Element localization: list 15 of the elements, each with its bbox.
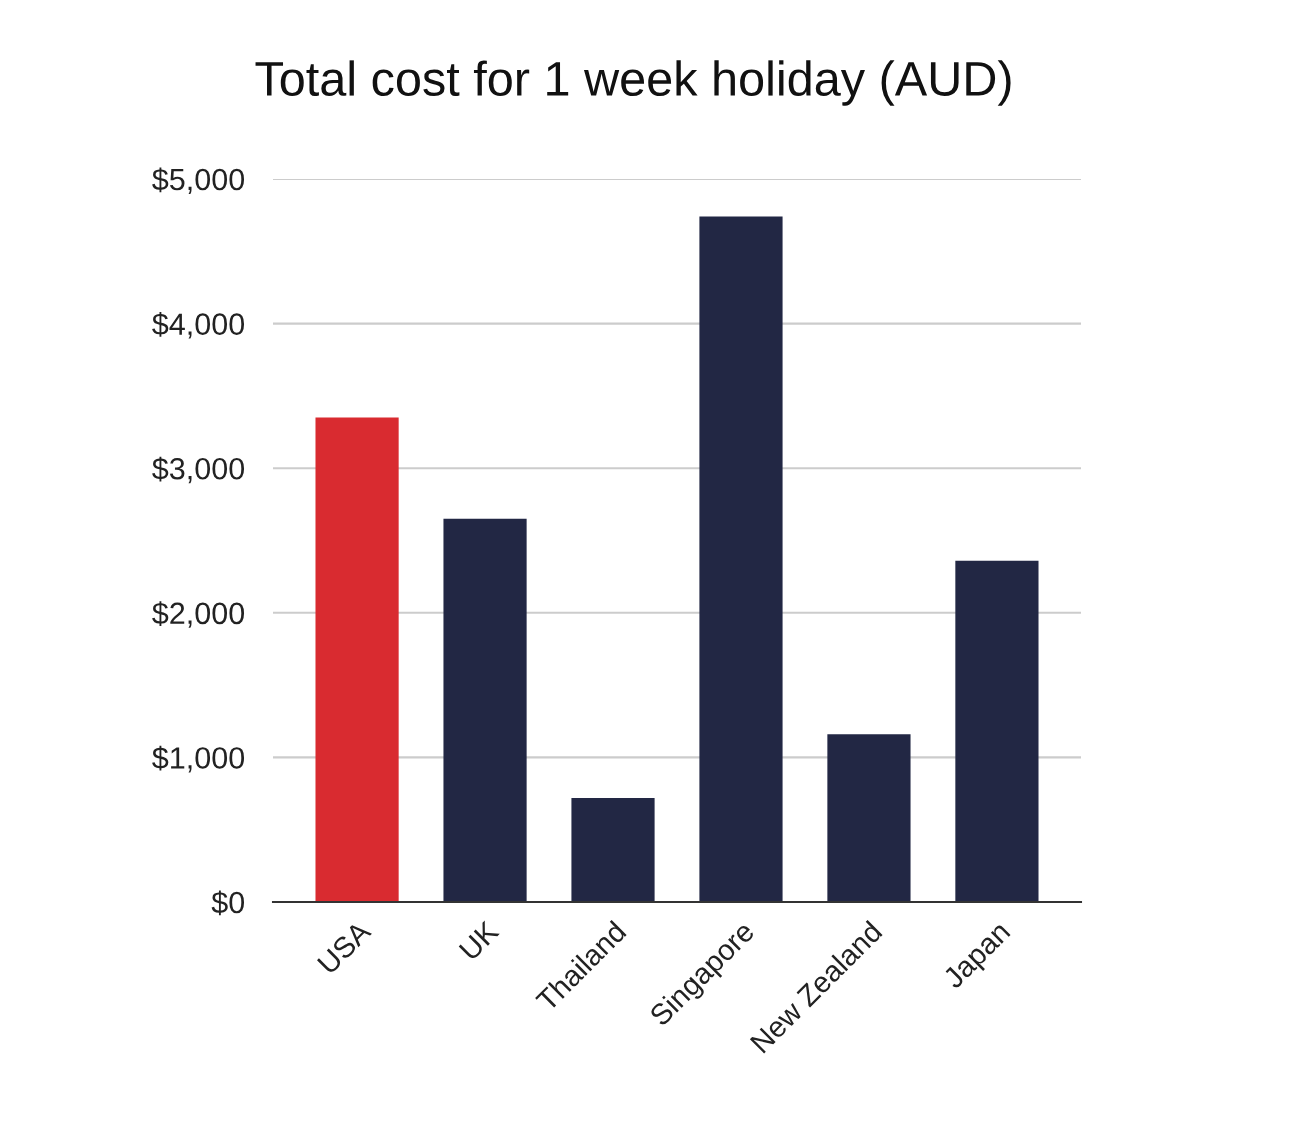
bar bbox=[443, 518, 527, 902]
bar bbox=[827, 734, 911, 902]
chart-title: Total cost for 1 week holiday (AUD) bbox=[255, 60, 1011, 106]
bar bbox=[315, 417, 399, 902]
x-tick-label: UK bbox=[458, 919, 500, 961]
y-tick-label: $5,000 bbox=[152, 167, 245, 194]
y-tick-label: $1,000 bbox=[152, 745, 245, 773]
y-tick-label: $3,000 bbox=[152, 456, 245, 484]
bar bbox=[699, 216, 783, 902]
y-tick-label: $4,000 bbox=[152, 312, 245, 339]
bar bbox=[571, 797, 655, 902]
y-tick-label: $0 bbox=[211, 890, 245, 916]
bar bbox=[955, 560, 1039, 902]
y-tick-label: $2,000 bbox=[152, 601, 245, 628]
x-tick-label: USA bbox=[316, 919, 373, 975]
